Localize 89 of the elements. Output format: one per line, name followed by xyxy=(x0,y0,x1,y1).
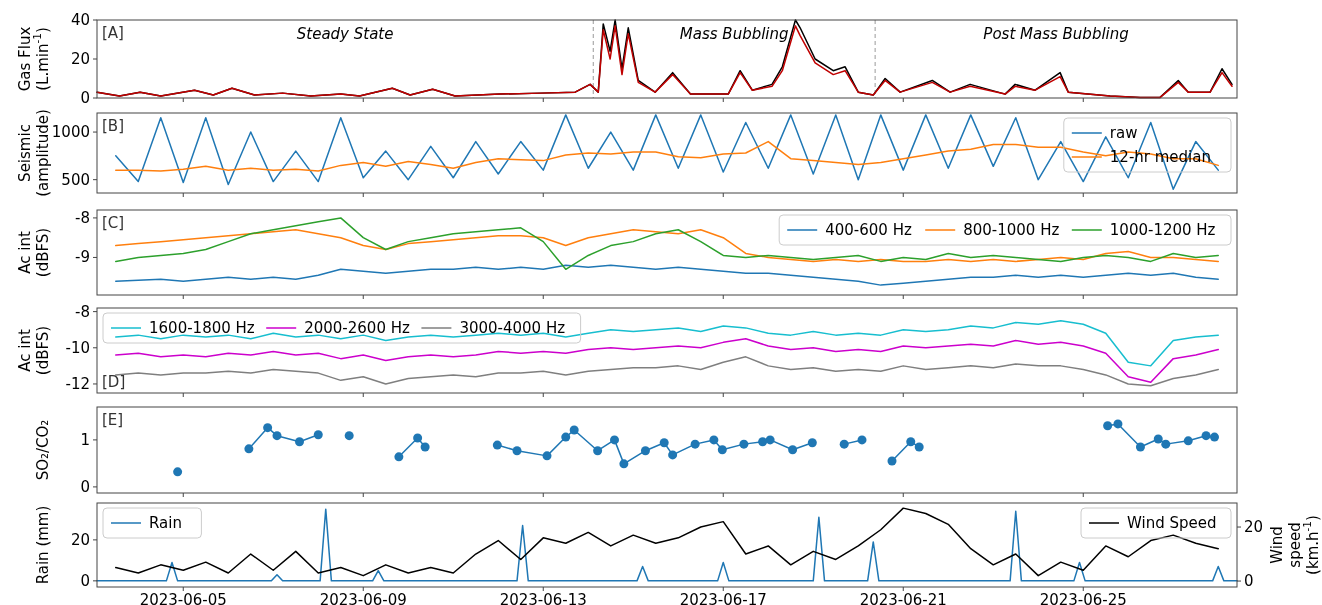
x-tick-label: 2023-06-25 xyxy=(1039,591,1127,605)
legend-label: 800-1000 Hz xyxy=(963,221,1060,239)
line-series xyxy=(115,319,1219,367)
y-axis-title: Seismic (amplitude) xyxy=(16,109,52,197)
x-tick-label: 2023-06-09 xyxy=(319,591,407,605)
point xyxy=(272,431,282,441)
point xyxy=(173,467,183,477)
y-tick-label: 0 xyxy=(80,89,90,107)
y-tick-label: -8 xyxy=(75,302,90,321)
annotation: Post Mass Bubbling xyxy=(983,25,1129,43)
point xyxy=(717,445,727,455)
legend-label: 2000-2600 Hz xyxy=(304,319,411,337)
legend-label: 1600-1800 Hz xyxy=(149,319,255,337)
annotation: Mass Bubbling xyxy=(679,25,789,43)
y-tick-label: -8 xyxy=(75,208,90,227)
point xyxy=(839,439,849,449)
point xyxy=(739,439,749,449)
point xyxy=(659,438,669,448)
point xyxy=(263,423,273,433)
y-tick-label: 0 xyxy=(80,477,90,496)
point xyxy=(668,450,678,460)
point xyxy=(758,437,768,447)
y-tick-label: 1000 xyxy=(51,123,90,142)
point xyxy=(640,446,650,456)
point xyxy=(295,437,304,447)
point xyxy=(1183,436,1193,446)
point xyxy=(765,435,775,445)
point xyxy=(420,442,430,452)
point xyxy=(1113,419,1123,429)
point xyxy=(619,459,629,469)
point xyxy=(807,438,817,448)
point xyxy=(593,446,603,456)
annotation: [A] xyxy=(102,24,124,42)
annotation: [C] xyxy=(102,214,125,232)
y-axis-title: Ac int (dBFS) xyxy=(16,325,52,376)
point xyxy=(344,431,354,441)
y-tick-label: 0 xyxy=(80,571,90,590)
y-axis-title: Ac int (dBFS) xyxy=(16,227,52,278)
point xyxy=(906,437,916,447)
y-tick-label: -9 xyxy=(75,248,90,267)
annotation: Steady State xyxy=(296,25,394,43)
x-tick-label: 2023-06-17 xyxy=(679,591,767,605)
point xyxy=(887,456,897,466)
point xyxy=(313,430,323,440)
point xyxy=(1153,434,1163,444)
point xyxy=(569,425,579,435)
point xyxy=(394,452,404,462)
y2-tick-label: 0 xyxy=(1244,572,1254,591)
point xyxy=(561,432,571,442)
point xyxy=(413,433,423,443)
point xyxy=(788,445,798,455)
annotation: [E] xyxy=(102,411,124,429)
point xyxy=(492,440,502,450)
legend-label: 3000-4000 Hz xyxy=(459,319,566,337)
x-tick-label: 2023-06-13 xyxy=(499,591,587,605)
legend-label: 400-600 Hz xyxy=(825,221,912,239)
point xyxy=(542,451,552,461)
point xyxy=(512,446,522,456)
point xyxy=(857,435,867,445)
line-series xyxy=(115,140,1219,172)
legend-label: 1000-1200 Hz xyxy=(1109,221,1216,239)
legend-label: raw xyxy=(1109,124,1138,142)
y2-tick-label: 20 xyxy=(1244,518,1264,537)
annotation: [D] xyxy=(102,373,126,391)
point xyxy=(244,444,254,454)
point xyxy=(914,442,924,452)
y-axis-title: Rain (mm) xyxy=(34,505,52,585)
annotation: [B] xyxy=(102,117,124,135)
y-tick-label: 1 xyxy=(80,430,90,449)
point xyxy=(1135,442,1145,452)
y-tick-label: 20 xyxy=(70,50,90,68)
point xyxy=(1103,421,1113,431)
point xyxy=(690,439,700,449)
point xyxy=(709,435,719,445)
x-tick-label: 2023-06-21 xyxy=(859,591,947,605)
y-tick-label: -12 xyxy=(65,374,90,393)
legend-label: Rain xyxy=(149,514,182,532)
y-axis-title: SO₂/CO₂ xyxy=(34,419,52,481)
y-tick-label: -10 xyxy=(65,338,90,357)
point xyxy=(1210,432,1219,442)
y-tick-label: 500 xyxy=(61,170,90,189)
point xyxy=(610,435,619,445)
y-tick-label: 20 xyxy=(70,530,90,549)
x-tick-label: 2023-06-05 xyxy=(139,591,227,605)
point xyxy=(1201,431,1211,441)
line-series xyxy=(115,264,1219,286)
point xyxy=(1161,439,1171,449)
legend-label: Wind Speed xyxy=(1127,514,1217,532)
y-tick-label: 40 xyxy=(70,11,90,29)
